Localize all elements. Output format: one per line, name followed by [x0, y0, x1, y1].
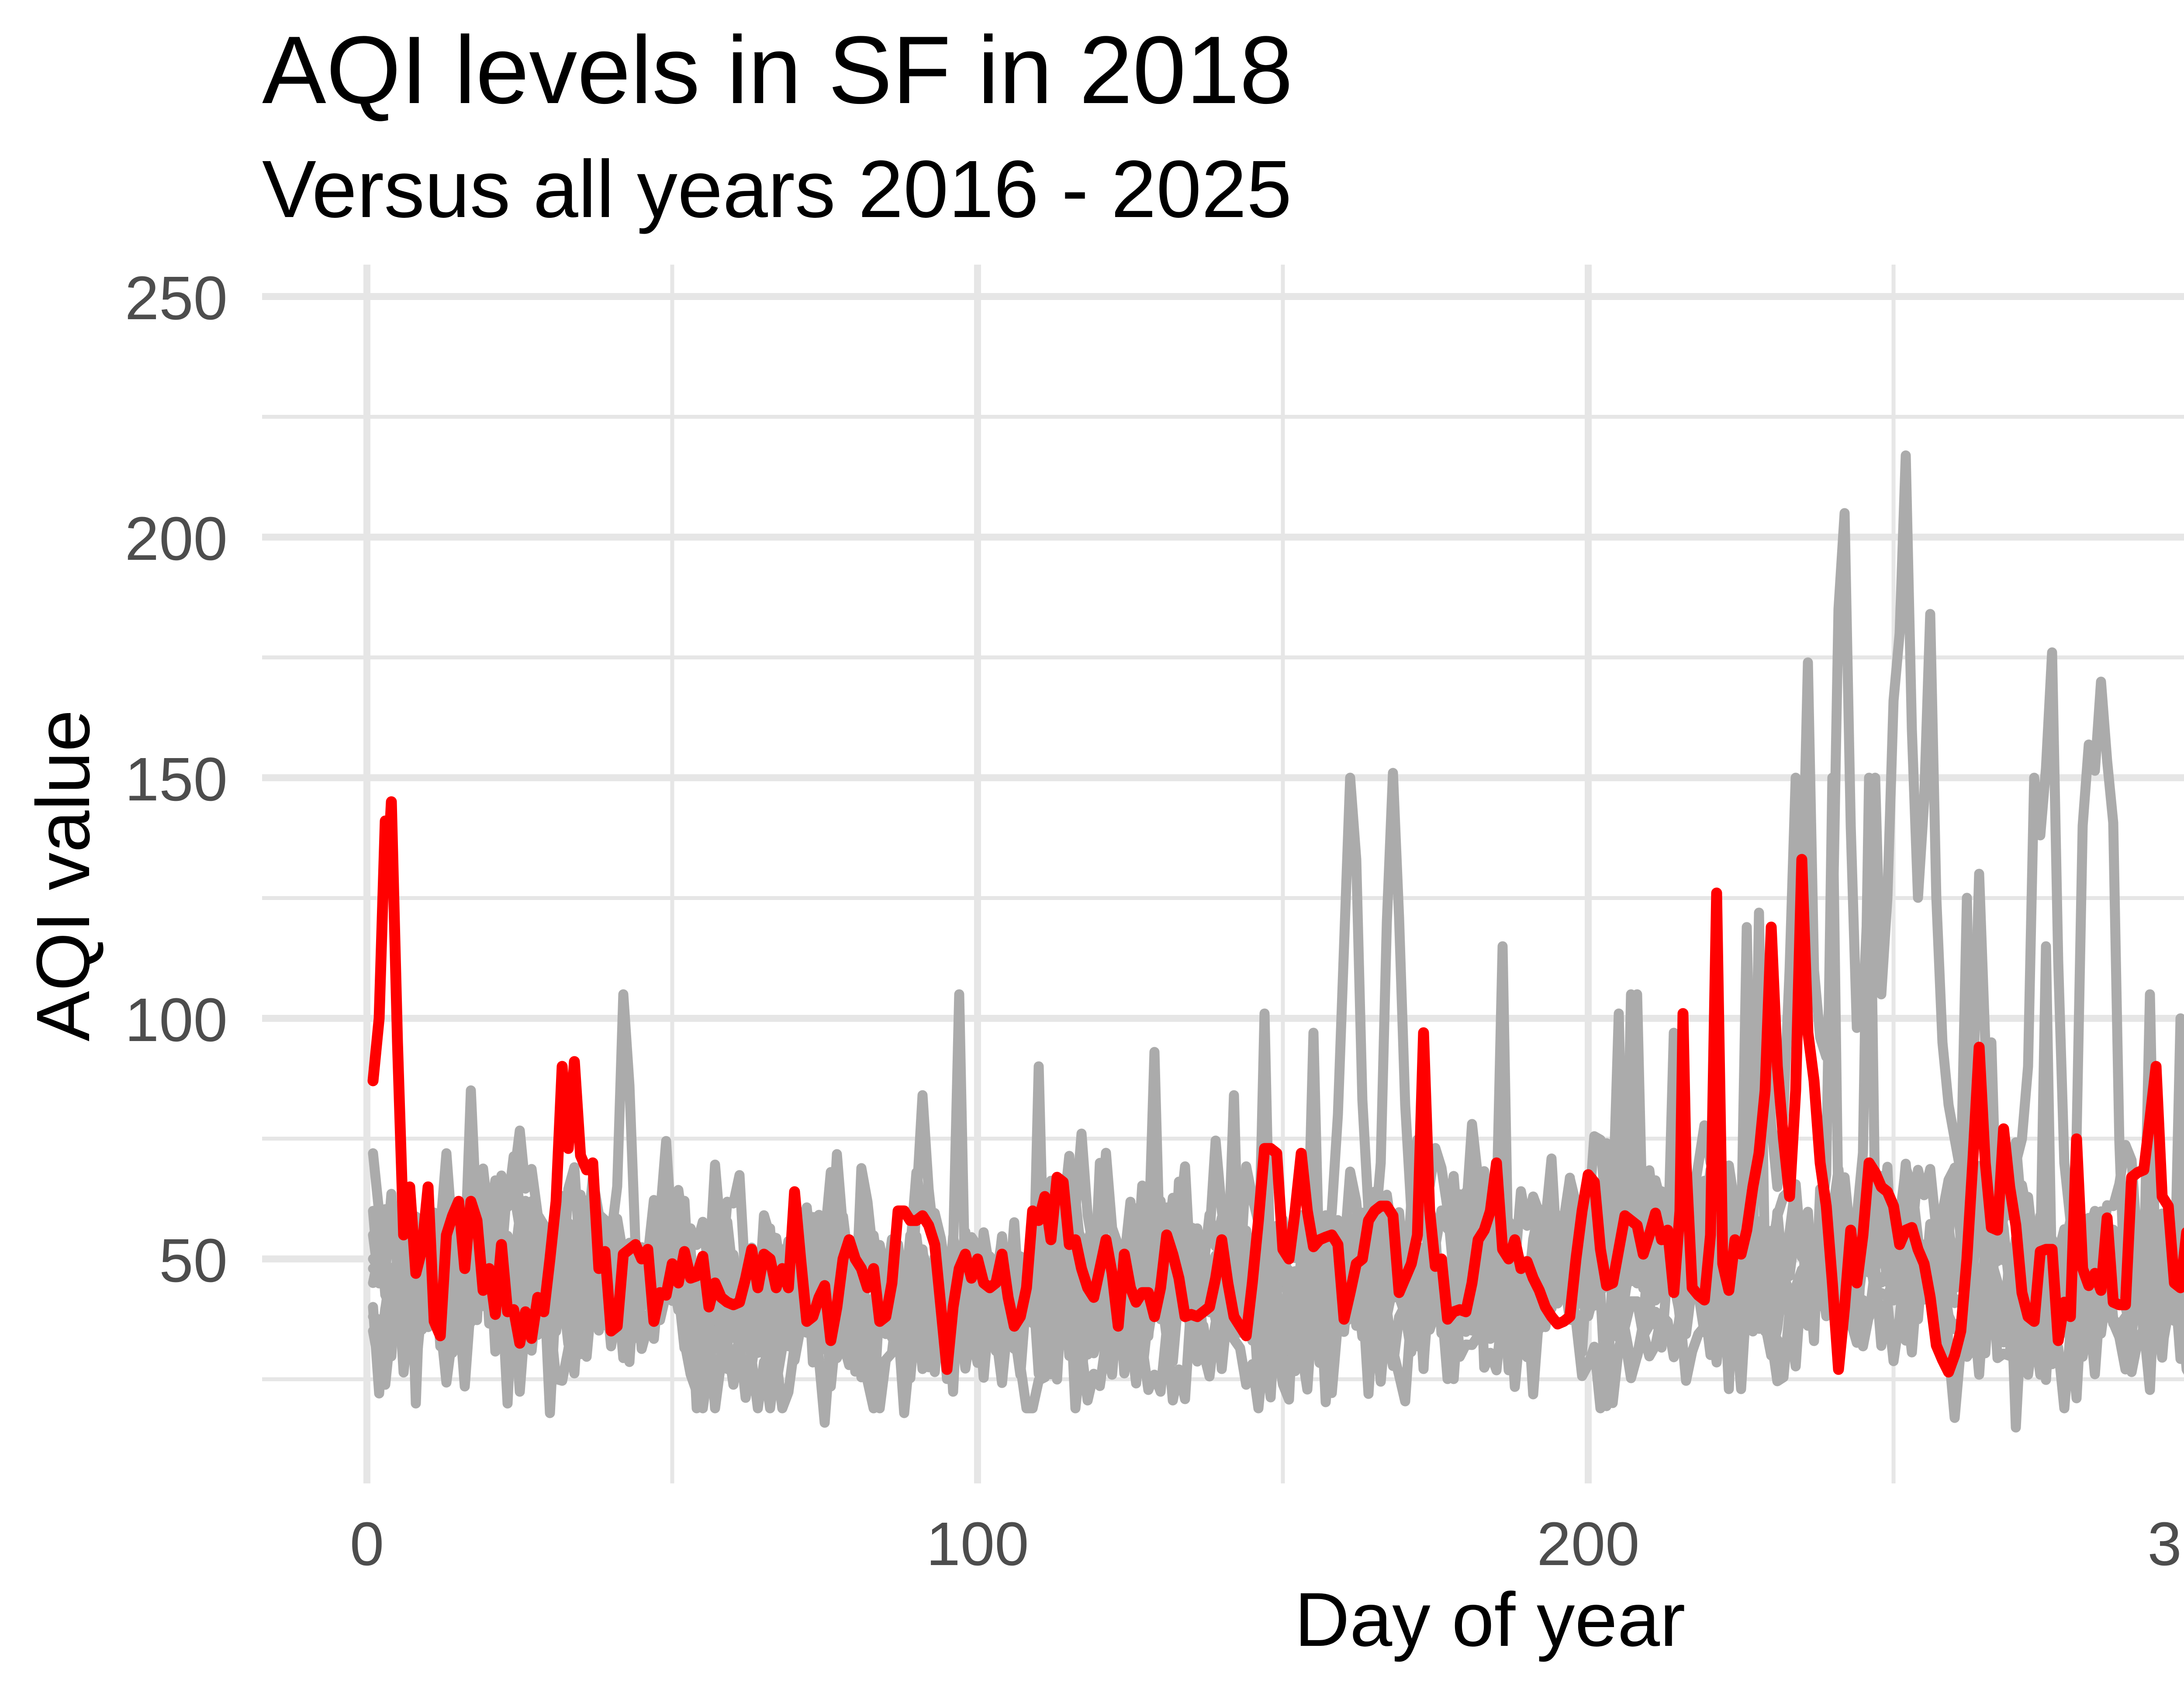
svg-text:50: 50 — [159, 1226, 228, 1295]
svg-text:250: 250 — [125, 263, 228, 332]
svg-text:200: 200 — [125, 504, 228, 573]
svg-text:AQI value: AQI value — [21, 710, 105, 1041]
svg-text:Versus all years 2016 - 2025: Versus all years 2016 - 2025 — [262, 144, 1292, 234]
svg-text:300: 300 — [2147, 1509, 2184, 1578]
svg-text:Day of year: Day of year — [1295, 1577, 1686, 1662]
svg-text:200: 200 — [1537, 1509, 1639, 1578]
svg-text:100: 100 — [125, 985, 228, 1054]
svg-text:100: 100 — [926, 1509, 1029, 1578]
svg-text:AQI levels in SF in 2018: AQI levels in SF in 2018 — [262, 16, 1293, 124]
svg-text:0: 0 — [350, 1509, 384, 1578]
svg-text:150: 150 — [125, 745, 228, 814]
